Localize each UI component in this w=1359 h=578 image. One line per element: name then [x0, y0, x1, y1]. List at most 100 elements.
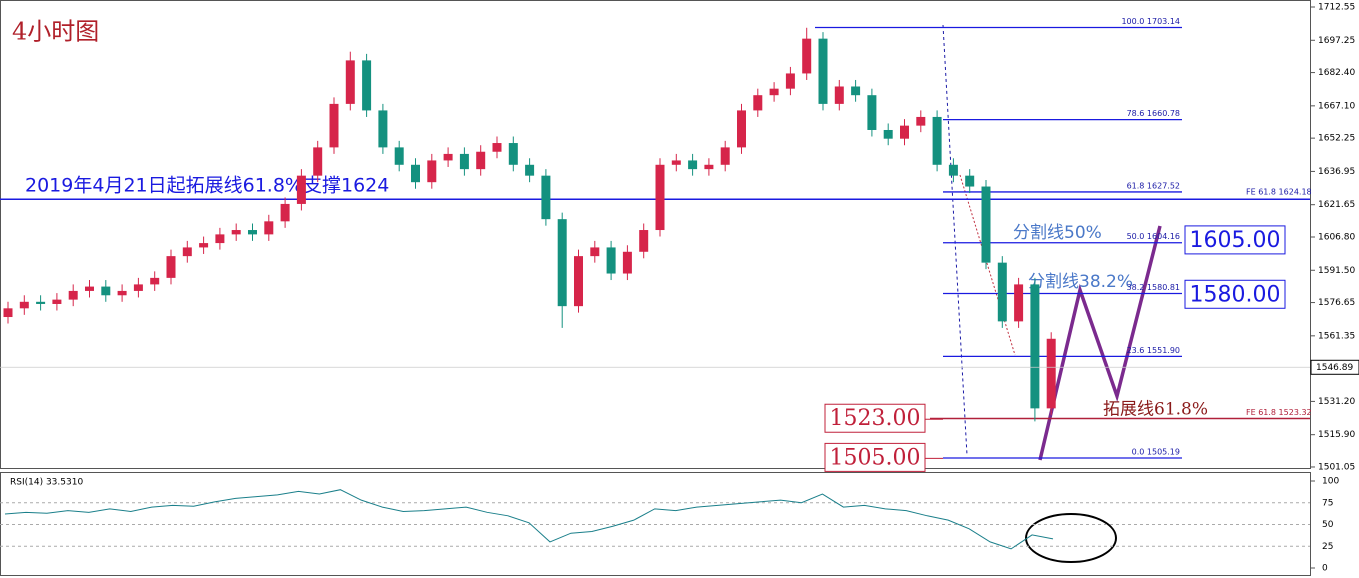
candle-body: [313, 147, 323, 176]
candle-body: [19, 301, 29, 309]
candle-body: [932, 116, 942, 165]
fib-label: 23.6 1551.90: [1127, 346, 1180, 355]
candle-body: [997, 262, 1007, 322]
candle-body: [182, 247, 192, 257]
candle-body: [671, 160, 681, 165]
candle-body: [3, 308, 13, 318]
rsi-title: RSI(14) 33.5310: [10, 478, 83, 488]
candle-body: [36, 301, 46, 304]
candle-body: [769, 88, 779, 96]
price-box: [1184, 225, 1286, 255]
y-tick-label: 1621.65: [1318, 200, 1355, 210]
y-tick-label: 1576.65: [1318, 298, 1355, 308]
fib-label: 0.0 1505.19: [1132, 447, 1180, 456]
candle-body: [85, 286, 94, 291]
candle-body: [378, 110, 388, 148]
candle-body: [68, 290, 78, 300]
candle-body: [981, 186, 991, 263]
candle-body: [231, 230, 241, 235]
rsi-circle: [1025, 513, 1117, 563]
candle-body: [427, 160, 437, 183]
fe-label: FE 61.8 1624.18: [1246, 188, 1312, 197]
chart-title: 4小时图: [12, 18, 99, 46]
candle-body: [345, 60, 355, 104]
candle-body: [459, 153, 469, 170]
price-box-label: 1523.00: [830, 406, 921, 431]
candle-body: [541, 175, 551, 220]
candle-body: [606, 247, 616, 274]
last-price-box: [1310, 359, 1359, 375]
trend-dots: [959, 174, 1016, 356]
y-tick-label: 1561.35: [1318, 331, 1355, 341]
price-box: [824, 403, 926, 433]
candle-body: [704, 164, 714, 170]
candle-body: [492, 143, 502, 152]
rsi-tick-label: 0: [1322, 564, 1328, 574]
candle-body: [590, 247, 600, 257]
y-tick-label: 1515.90: [1318, 430, 1355, 440]
candle-body: [965, 175, 975, 187]
candle-body: [166, 256, 176, 278]
candle-body: [834, 86, 844, 104]
y-tick-label: 1591.50: [1318, 266, 1355, 276]
y-tick-label: 1682.40: [1318, 68, 1355, 78]
candle-body: [362, 60, 372, 111]
candle-body: [753, 95, 763, 111]
fe-label: FE 61.8 1523.32: [1246, 408, 1312, 417]
rsi-tick-label: 25: [1322, 542, 1333, 552]
candle-body: [916, 116, 926, 126]
candle-body: [574, 256, 583, 307]
candle-body: [280, 203, 290, 222]
fib-label: 100.0 1703.14: [1121, 17, 1180, 26]
y-tick-label: 1667.10: [1318, 101, 1355, 111]
candle-body: [117, 290, 127, 296]
candle-body: [133, 284, 143, 291]
fib-label: 38.2 1580.81: [1127, 283, 1180, 292]
candle-body: [296, 175, 306, 204]
extension-note: 拓展线61.8%: [1103, 400, 1208, 420]
candle-body: [329, 103, 339, 148]
candle-body: [508, 143, 518, 165]
candle-body: [215, 234, 225, 244]
price-box-label: 1505.00: [830, 445, 921, 470]
candle-body: [900, 125, 909, 139]
fib-label: 50.0 1604.16: [1127, 232, 1180, 241]
split-note: 分割线50%: [1013, 223, 1102, 243]
candle-body: [411, 164, 420, 183]
candle-body: [199, 243, 209, 248]
rsi-tick-label: 50: [1322, 520, 1334, 530]
candle-body: [52, 299, 62, 304]
candle-body: [948, 164, 958, 176]
projection-zigzag: [1038, 225, 1162, 461]
candle-body: [264, 221, 274, 235]
candle-body: [101, 286, 111, 296]
candle-body: [476, 151, 486, 170]
candle-body: [443, 153, 453, 161]
candle-body: [557, 219, 567, 307]
y-tick-label: 1636.95: [1318, 167, 1355, 177]
support-note: 2019年4月21日起拓展线61.8%支撑1624: [25, 175, 389, 197]
price-box-label: 1605.00: [1190, 228, 1281, 253]
price-box-label: 1580.00: [1190, 282, 1281, 307]
fib-trend: [942, 24, 968, 456]
candle-body: [150, 277, 160, 285]
y-tick-label: 1531.20: [1318, 397, 1355, 407]
price-box: [824, 442, 926, 472]
y-tick-label: 1501.05: [1318, 462, 1355, 472]
rsi-tick-label: 75: [1322, 498, 1333, 508]
price-box: [1184, 279, 1286, 309]
rsi-tick-label: 100: [1322, 477, 1339, 487]
candle-body: [622, 251, 632, 274]
y-tick-label: 1652.25: [1318, 134, 1355, 144]
main-frame: [0, 0, 1311, 469]
y-tick-label: 1697.25: [1318, 36, 1355, 46]
y-tick-label: 1712.55: [1318, 3, 1355, 13]
candle-body: [1014, 284, 1024, 322]
candle-body: [851, 86, 861, 96]
candle-body: [1046, 338, 1056, 409]
fib-label: 61.8 1627.52: [1127, 181, 1180, 190]
candle-body: [802, 38, 812, 74]
candle-body: [655, 164, 665, 231]
candle-body: [737, 110, 746, 148]
candle-body: [639, 230, 649, 252]
